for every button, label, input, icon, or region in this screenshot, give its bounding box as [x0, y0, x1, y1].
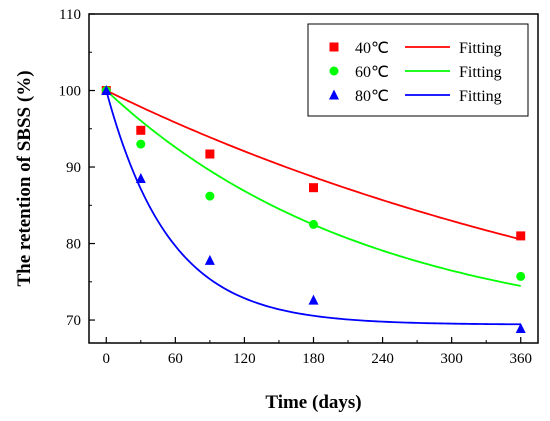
legend-fit-label-3: Fitting: [459, 88, 502, 105]
legend-label-2: 60℃: [355, 64, 389, 81]
data-point-series-1: [516, 231, 526, 241]
data-point-series-2: [205, 191, 215, 201]
y-tick-label: 80: [66, 237, 81, 253]
data-point-series-1: [309, 183, 318, 193]
x-tick-label: 0: [103, 351, 111, 367]
data-point-series-3: [308, 294, 319, 305]
x-tick-label: 120: [233, 351, 256, 367]
fit-line-1: [105, 89, 521, 241]
data-point-series-1: [136, 125, 146, 135]
data-markers: [101, 85, 526, 333]
x-tick-label: 180: [302, 351, 325, 367]
legend-marker-2: [329, 66, 339, 76]
y-tick-label: 100: [59, 84, 82, 100]
data-point-series-3: [515, 322, 526, 333]
x-tick-labels: 0 60 120 180 240 300 360: [103, 351, 532, 367]
legend-box: [307, 23, 529, 117]
y-tick-labels: 70 80 90 100 110: [59, 7, 82, 329]
x-tick-label: 240: [371, 351, 394, 367]
x-tick-label: 60: [168, 351, 183, 367]
y-tick-label: 90: [66, 160, 81, 176]
legend-label-1: 40℃: [355, 40, 389, 57]
fit-line-3: [105, 90, 521, 326]
data-point-series-3: [135, 173, 146, 183]
data-point-series-2: [516, 271, 526, 281]
legend-label-3: 80℃: [355, 88, 389, 105]
y-tick-label: 70: [66, 313, 81, 329]
data-point-series-3: [204, 254, 215, 265]
data-point-series-2: [136, 139, 146, 149]
axis-ticks: [89, 13, 522, 343]
y-axis-title: The retention of SBSS (%): [14, 70, 35, 286]
legend-fit-label-2: Fitting: [459, 64, 502, 81]
legend-marker-1: [329, 42, 339, 52]
y-tick-label: 110: [59, 7, 81, 23]
data-point-series-2: [309, 219, 318, 229]
x-axis-title: Time (days): [265, 392, 361, 413]
legend: 40℃ Fitting 60℃ Fitting 80℃ Fitting: [307, 23, 529, 117]
data-point-series-3: [101, 85, 112, 96]
legend-fit-label-1: Fitting: [459, 40, 502, 57]
x-tick-label: 360: [509, 351, 532, 367]
legend-marker-3: [329, 89, 339, 100]
data-point-series-1: [205, 149, 215, 159]
x-tick-label: 300: [440, 351, 463, 367]
